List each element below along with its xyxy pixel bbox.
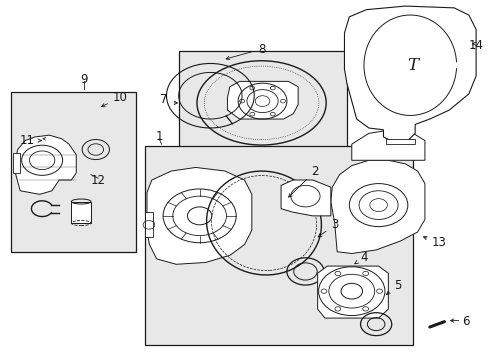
Polygon shape bbox=[15, 135, 76, 194]
Polygon shape bbox=[227, 81, 298, 119]
Bar bbox=[178, 51, 346, 160]
Text: 12: 12 bbox=[91, 174, 105, 186]
Polygon shape bbox=[13, 153, 20, 173]
Text: 3: 3 bbox=[318, 218, 338, 237]
Polygon shape bbox=[351, 130, 424, 160]
Text: 7: 7 bbox=[160, 93, 167, 106]
Polygon shape bbox=[144, 146, 412, 345]
Bar bbox=[11, 92, 136, 252]
Polygon shape bbox=[330, 160, 424, 253]
Text: 8: 8 bbox=[225, 42, 264, 60]
Text: 9: 9 bbox=[80, 73, 87, 86]
Text: T: T bbox=[407, 57, 417, 74]
Bar bbox=[385, 139, 414, 144]
Polygon shape bbox=[281, 180, 330, 216]
Text: 6: 6 bbox=[462, 315, 469, 328]
Text: 5: 5 bbox=[386, 279, 401, 294]
Polygon shape bbox=[344, 6, 475, 140]
Text: 4: 4 bbox=[354, 251, 367, 264]
Text: 1: 1 bbox=[155, 130, 163, 144]
Text: 11: 11 bbox=[20, 134, 41, 147]
Text: 2: 2 bbox=[288, 165, 318, 197]
Text: 13: 13 bbox=[423, 236, 446, 249]
Bar bbox=[71, 202, 91, 223]
Bar bbox=[144, 212, 153, 237]
Polygon shape bbox=[147, 167, 251, 264]
Text: 10: 10 bbox=[102, 91, 127, 107]
Text: 14: 14 bbox=[468, 39, 483, 52]
Polygon shape bbox=[317, 266, 387, 318]
